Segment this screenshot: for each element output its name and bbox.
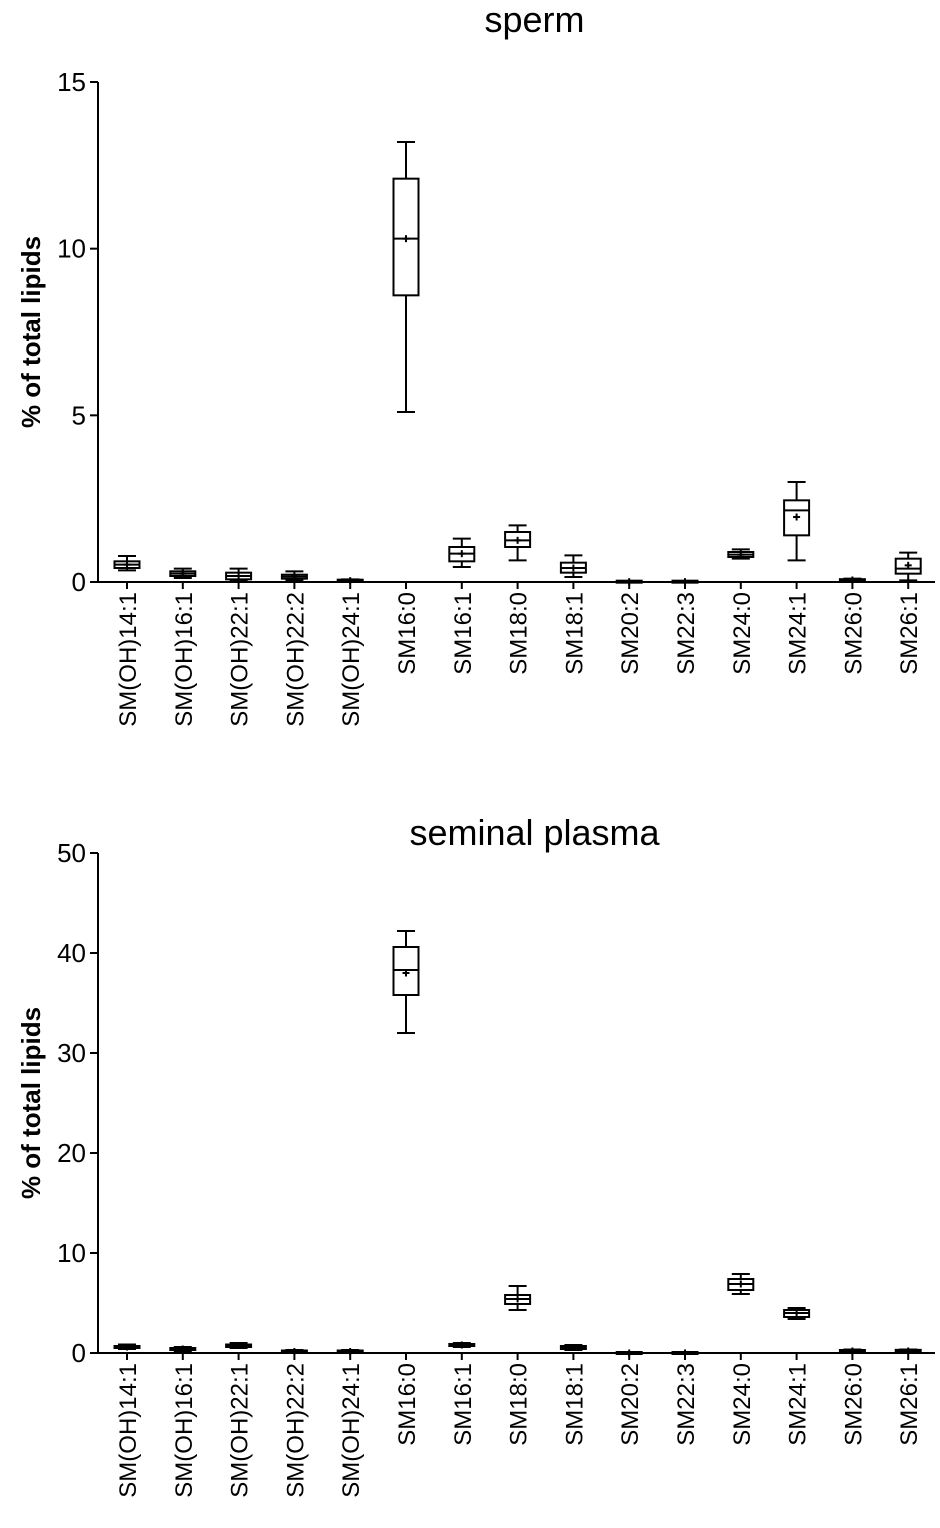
sperm-x-tick-label-5: SM16:0 [394, 592, 421, 675]
plasma-box-5 [392, 930, 420, 1034]
plasma-x-tick-label-12: SM24:1 [785, 1363, 812, 1446]
plasma-x-tick-label-2: SM(OH)22:1 [227, 1363, 254, 1498]
sperm-box-11 [727, 548, 755, 560]
sperm-x-tick-label-10: SM22:3 [673, 592, 700, 675]
sperm-x-tick-label-4: SM(OH)24:1 [338, 592, 365, 727]
plasma-y-tick-label-4: 40 [57, 938, 86, 968]
sperm-x-tick-label-1: SM(OH)16:1 [171, 592, 198, 727]
plasma-x-tick-label-10: SM22:3 [673, 1363, 700, 1446]
plasma-x-tick-label-0: SM(OH)14:1 [115, 1363, 142, 1498]
sperm-y-tick-label-3: 15 [57, 67, 86, 97]
plasma-y-axis-label: % of total lipids [16, 1007, 46, 1199]
sperm-chart-title: sperm [484, 0, 584, 40]
plasma-y-tick-label-0: 0 [72, 1338, 86, 1368]
sperm-box-13 [838, 576, 866, 584]
plasma-x-tick-label-14: SM26:1 [896, 1363, 923, 1446]
sperm-box-8 [559, 554, 587, 578]
plasma-x-tick-label-3: SM(OH)22:2 [282, 1363, 309, 1498]
sperm-x-tick-label-12: SM24:1 [785, 592, 812, 675]
plasma-box-12 [783, 1307, 811, 1320]
plasma-x-tick-label-8: SM18:1 [561, 1363, 588, 1446]
sperm-x-tick-label-9: SM20:2 [617, 592, 644, 675]
plasma-x-tick-label-11: SM24:0 [729, 1363, 756, 1446]
plasma-box-7 [504, 1285, 532, 1311]
sperm-box-14 [894, 551, 922, 582]
plasma-box-6 [448, 1341, 476, 1349]
sperm-x-tick-label-3: SM(OH)22:2 [282, 592, 309, 727]
sperm-x-tick-label-6: SM16:1 [450, 592, 477, 675]
sperm-box-12 [783, 481, 811, 562]
sperm-box-6 [448, 537, 476, 568]
plasma-chart-title: seminal plasma [409, 812, 660, 853]
plasma-x-tick-label-5: SM16:0 [394, 1363, 421, 1446]
sperm-y-tick-label-2: 10 [57, 234, 86, 264]
plasma-x-tick-label-13: SM26:0 [840, 1363, 867, 1446]
plasma-x-tick-label-7: SM18:0 [506, 1363, 533, 1446]
sperm-box-2 [225, 567, 253, 582]
plasma-x-tick-label-6: SM16:1 [450, 1363, 477, 1446]
sperm-x-tick-label-14: SM26:1 [896, 592, 923, 675]
sperm-y-tick-label-0: 0 [72, 567, 86, 597]
sperm-x-tick-label-11: SM24:0 [729, 592, 756, 675]
sperm-box-0 [113, 555, 141, 572]
plasma-box-8 [559, 1344, 587, 1351]
sperm-y-axis-label: % of total lipids [16, 236, 46, 428]
plasma-x-tick-label-9: SM20:2 [617, 1363, 644, 1446]
plasma-box-13 [838, 1347, 866, 1355]
plasma-box-14 [894, 1347, 922, 1355]
sperm-panel: sperm % of total lipids 0 5 10 15 SM(OH)14:1 SM… [16, 0, 935, 727]
plasma-box-2 [225, 1342, 253, 1349]
plasma-x-tick-label-4: SM(OH)24:1 [338, 1363, 365, 1498]
plasma-y-tick-label-2: 20 [57, 1138, 86, 1168]
seminal-plasma-panel: seminal plasma % of total lipids 0 10 20 30 40… [16, 812, 935, 1498]
sperm-x-tick-label-2: SM(OH)22:1 [227, 592, 254, 727]
sperm-y-tick-label-1: 5 [72, 400, 86, 430]
plasma-box-0 [113, 1343, 141, 1351]
plasma-box-3 [280, 1348, 308, 1355]
sperm-x-tick-label-8: SM18:1 [561, 592, 588, 675]
plasma-y-tick-label-3: 30 [57, 1038, 86, 1068]
plasma-y-tick-label-1: 10 [57, 1238, 86, 1268]
sperm-box-5 [392, 141, 420, 413]
plasma-x-tick-label-1: SM(OH)16:1 [171, 1363, 198, 1498]
plasma-y-tick-label-5: 50 [57, 838, 86, 868]
sperm-x-tick-label-7: SM18:0 [506, 592, 533, 675]
sperm-box-3 [280, 570, 308, 582]
plasma-box-1 [169, 1345, 197, 1353]
sperm-box-7 [504, 524, 532, 562]
plasma-box-11 [727, 1273, 755, 1295]
sperm-x-tick-label-0: SM(OH)14:1 [115, 592, 142, 727]
sperm-box-1 [169, 567, 197, 579]
sperm-x-tick-label-13: SM26:0 [840, 592, 867, 675]
